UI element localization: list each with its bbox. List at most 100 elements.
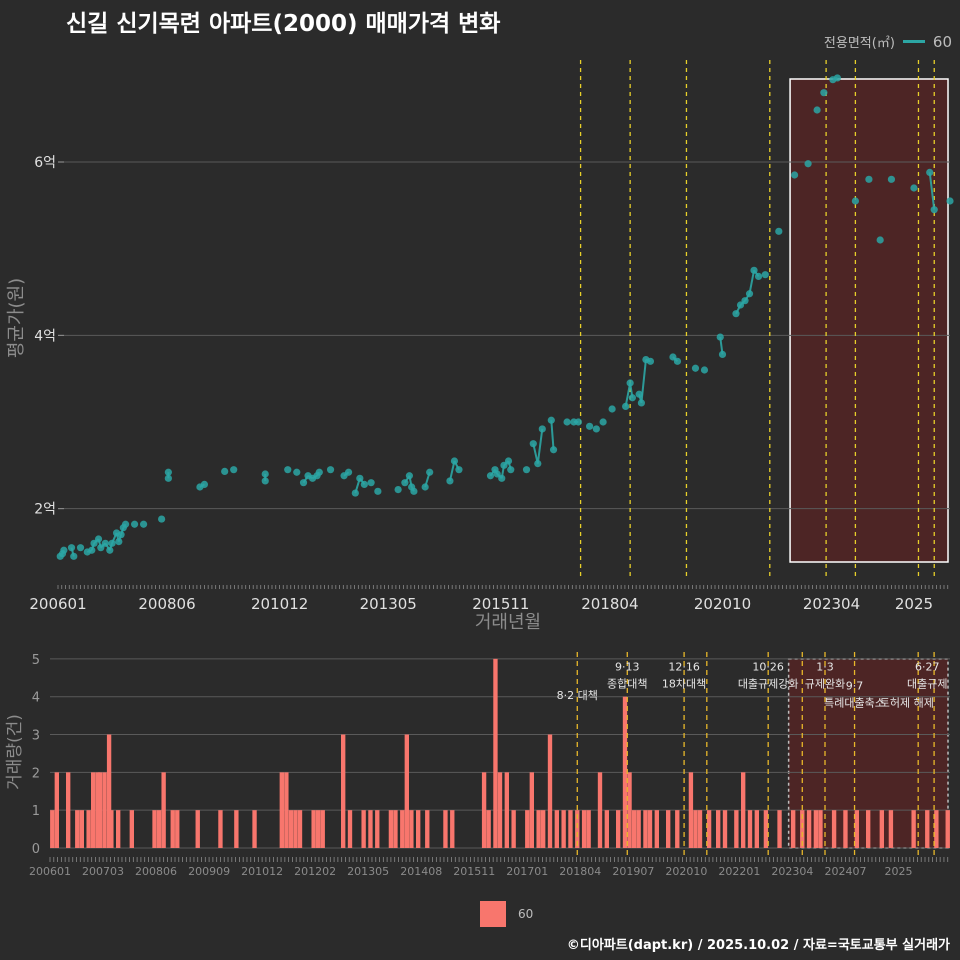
data-point	[534, 460, 542, 468]
x-tick-label-top: 202010	[694, 595, 751, 613]
x-tick-label-bottom: 2025	[884, 865, 912, 878]
series-segment	[748, 270, 756, 294]
annotation-date: 9·7	[846, 679, 864, 692]
data-point	[374, 487, 382, 495]
volume-bar	[604, 810, 609, 848]
data-point	[394, 486, 402, 494]
data-point	[315, 468, 323, 476]
volume-bar	[368, 810, 373, 848]
y-tick-label-top: 4억	[34, 328, 56, 344]
y-tick-label-bottom: 1	[32, 804, 40, 819]
volume-bar	[879, 810, 884, 848]
legend-top: 전용면적(㎡) 60	[824, 32, 952, 52]
legend-line-swatch	[902, 40, 925, 43]
highlight-box-top	[789, 78, 949, 563]
volume-bar	[843, 810, 848, 848]
data-point	[164, 474, 172, 482]
data-point	[67, 544, 76, 552]
legend-bar-swatch	[480, 901, 506, 927]
data-point	[356, 474, 364, 482]
data-point	[522, 466, 531, 474]
x-tick-label-top: 201511	[472, 595, 529, 613]
data-point	[563, 418, 571, 426]
annotation-label: 토허제 해제	[880, 695, 934, 709]
annotation-date: 9·13	[615, 660, 640, 673]
x-tick-label-bottom: 202201	[718, 865, 760, 878]
annotation-date: 6·27	[915, 660, 940, 673]
volume-bar	[450, 810, 455, 848]
x-tick-label-bottom: 202407	[824, 865, 866, 878]
series-segment	[640, 359, 647, 404]
data-point	[529, 440, 537, 448]
annotation-date: 12·16	[668, 660, 700, 673]
data-point	[493, 470, 501, 478]
volume-bar	[400, 810, 405, 848]
series-segment	[550, 420, 555, 450]
x-tick-label-bottom: 201701	[506, 865, 548, 878]
data-point	[360, 480, 368, 488]
data-point	[700, 366, 709, 374]
data-point	[344, 468, 353, 476]
data-point	[732, 310, 740, 318]
volume-bar	[643, 810, 648, 848]
legend-bottom: 60	[480, 901, 533, 927]
chart-title: 신길 신기목련 아파트(2000) 매매가격 변화	[66, 11, 501, 37]
data-point	[599, 418, 607, 426]
volume-bar	[156, 810, 162, 848]
x-tick-label-bottom: 201305	[347, 865, 389, 878]
data-point	[820, 89, 828, 97]
y-tick-label-top: 2억	[34, 502, 56, 518]
volume-bar	[622, 696, 628, 848]
x-tick-label-bottom: 201202	[294, 865, 336, 878]
annotation-label: 18차대책	[662, 677, 706, 690]
data-point	[930, 206, 938, 214]
volume-bar	[697, 810, 703, 848]
data-point	[498, 474, 506, 482]
volume-bar	[175, 810, 180, 848]
volume-bar	[443, 810, 448, 848]
data-point	[261, 470, 269, 478]
data-point	[446, 477, 454, 485]
data-point	[547, 416, 555, 424]
volume-bar	[234, 810, 239, 848]
volume-bar	[311, 810, 316, 848]
volume-bar	[288, 810, 294, 848]
annotation-label: 특례대출축소	[824, 696, 885, 709]
data-point	[108, 539, 116, 547]
x-tick-label-top: 201012	[251, 595, 308, 613]
volume-bar	[416, 810, 421, 848]
volume-bar	[754, 810, 759, 848]
volume-bar	[425, 810, 430, 848]
x-tick-label-bottom: 202304	[771, 865, 813, 878]
volume-bar	[486, 810, 491, 848]
data-point	[405, 472, 413, 480]
data-point	[626, 379, 634, 387]
volume-bar	[945, 810, 950, 848]
data-point	[94, 535, 103, 543]
annotation-date: 1·3	[816, 660, 834, 673]
volume-bar	[75, 810, 80, 848]
annotation-label: 종합대책	[607, 677, 647, 690]
y-tick-label-bottom: 4	[32, 691, 40, 706]
data-point	[367, 479, 375, 487]
volume-bar	[806, 810, 812, 848]
volume-bar	[297, 810, 303, 848]
data-point	[139, 520, 148, 528]
data-point	[299, 479, 308, 487]
volume-bar	[547, 734, 553, 848]
data-point	[761, 271, 769, 279]
data-point	[410, 487, 418, 495]
data-point	[635, 390, 643, 398]
volume-bar	[925, 810, 930, 848]
volume-bar	[50, 810, 55, 848]
volume-bar	[586, 810, 591, 848]
annotation-label: 규제완화	[805, 677, 845, 690]
volume-bar	[693, 810, 698, 848]
x-tick-label-bottom: 201804	[559, 865, 601, 878]
series-segment	[928, 172, 936, 210]
data-point	[813, 106, 821, 114]
legend-bar-label: 60	[518, 907, 534, 921]
annotation-label: 대출규제	[907, 677, 947, 690]
volume-bar	[722, 810, 728, 848]
